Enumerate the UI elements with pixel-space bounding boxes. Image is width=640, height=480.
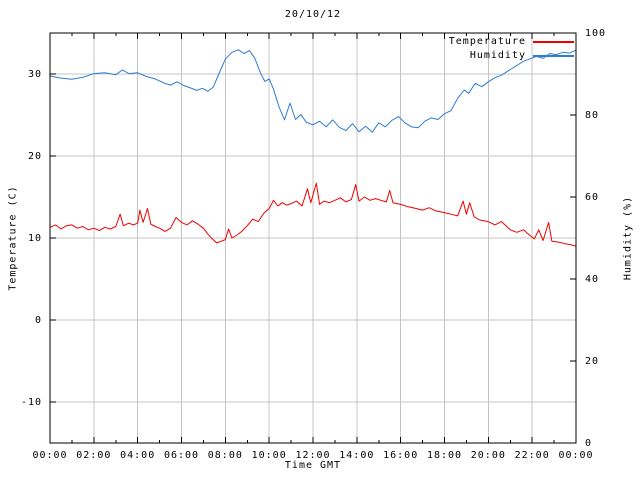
- svg-text:02:00: 02:00: [76, 450, 111, 461]
- svg-text:12:00: 12:00: [295, 450, 330, 461]
- svg-text:60: 60: [585, 192, 599, 203]
- legend-temperature-label: Temperature: [448, 36, 526, 47]
- y-left-axis-label: Temperature (C): [7, 185, 19, 291]
- svg-text:10:00: 10:00: [252, 450, 287, 461]
- svg-text:30: 30: [28, 69, 42, 80]
- svg-text:06:00: 06:00: [164, 450, 199, 461]
- svg-text:20:00: 20:00: [471, 450, 506, 461]
- svg-text:18:00: 18:00: [427, 450, 462, 461]
- svg-text:20: 20: [585, 356, 599, 367]
- svg-text:80: 80: [585, 110, 599, 121]
- svg-text:00:00: 00:00: [32, 450, 67, 461]
- svg-text:08:00: 08:00: [208, 450, 243, 461]
- x-axis-label: Time GMT: [284, 460, 342, 471]
- legend-humidity-line-sample: [533, 54, 574, 57]
- legend-entry-temperature: Temperature: [449, 36, 574, 47]
- chart-title: 20/10/12: [284, 9, 342, 20]
- svg-text:14:00: 14:00: [339, 450, 374, 461]
- legend-entry-humidity: Humidity: [470, 50, 574, 61]
- legend: Temperature Humidity: [449, 36, 574, 61]
- y-right-axis-label: Humidity (%): [622, 195, 634, 281]
- legend-temperature-line-sample: [533, 40, 574, 43]
- svg-text:16:00: 16:00: [383, 450, 418, 461]
- svg-text:10: 10: [28, 233, 42, 244]
- svg-text:40: 40: [585, 274, 599, 285]
- svg-text:04:00: 04:00: [120, 450, 155, 461]
- svg-text:20: 20: [28, 151, 42, 162]
- svg-text:-10: -10: [21, 397, 42, 408]
- svg-text:0: 0: [35, 315, 42, 326]
- legend-humidity-label: Humidity: [469, 50, 526, 61]
- svg-text:22:00: 22:00: [515, 450, 550, 461]
- svg-text:0: 0: [585, 438, 592, 449]
- svg-text:00:00: 00:00: [558, 450, 593, 461]
- svg-text:100: 100: [585, 28, 606, 39]
